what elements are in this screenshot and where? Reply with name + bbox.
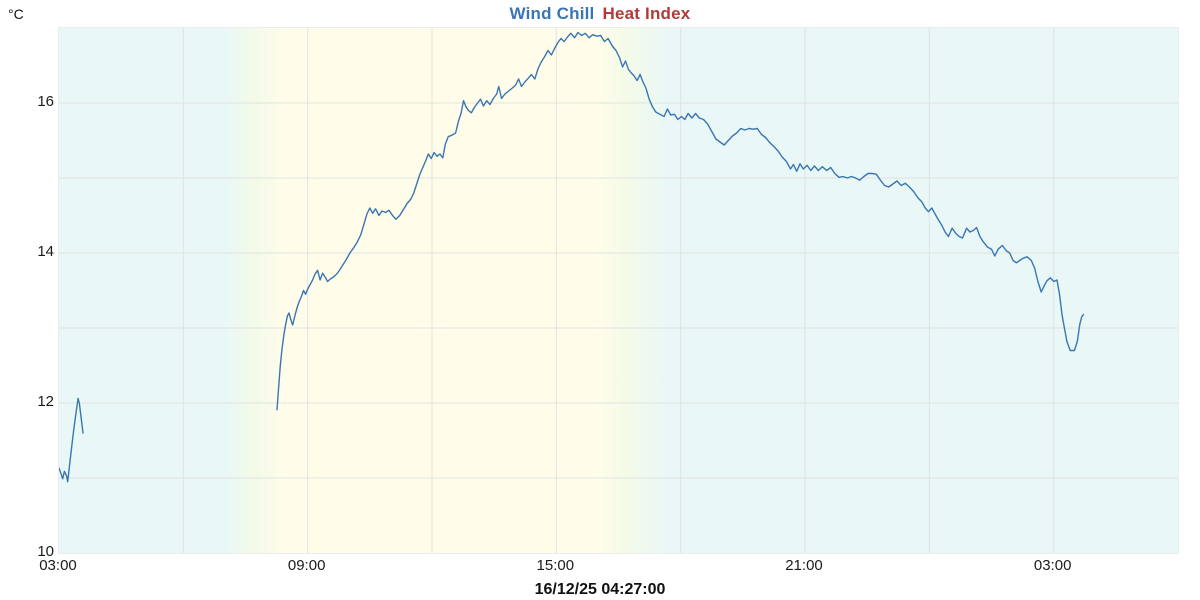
series-line	[276, 31, 1085, 411]
x-tick-label: 03:00	[1033, 557, 1072, 574]
x-tick-label: 21:00	[785, 557, 823, 574]
chart-title-legend: Wind Chill Heat Index	[0, 4, 1200, 24]
series-line	[59, 397, 84, 483]
legend-heat-index[interactable]: Heat Index	[602, 4, 691, 23]
y-axis-unit-label: °C	[8, 6, 24, 22]
x-tick-label: 03:00	[39, 557, 77, 574]
y-tick-label: 12	[37, 393, 54, 410]
y-tick-label: 14	[37, 243, 54, 260]
current-timestamp: 16/12/25 04:27:00	[534, 581, 666, 598]
y-tick-label: 10	[37, 543, 54, 560]
y-tick-label: 16	[37, 93, 54, 110]
legend-wind-chill[interactable]: Wind Chill	[509, 4, 595, 23]
plot-area	[58, 27, 1179, 554]
chart-canvas	[59, 28, 1178, 553]
x-tick-label: 15:00	[536, 557, 575, 574]
x-tick-label: 09:00	[287, 557, 326, 574]
